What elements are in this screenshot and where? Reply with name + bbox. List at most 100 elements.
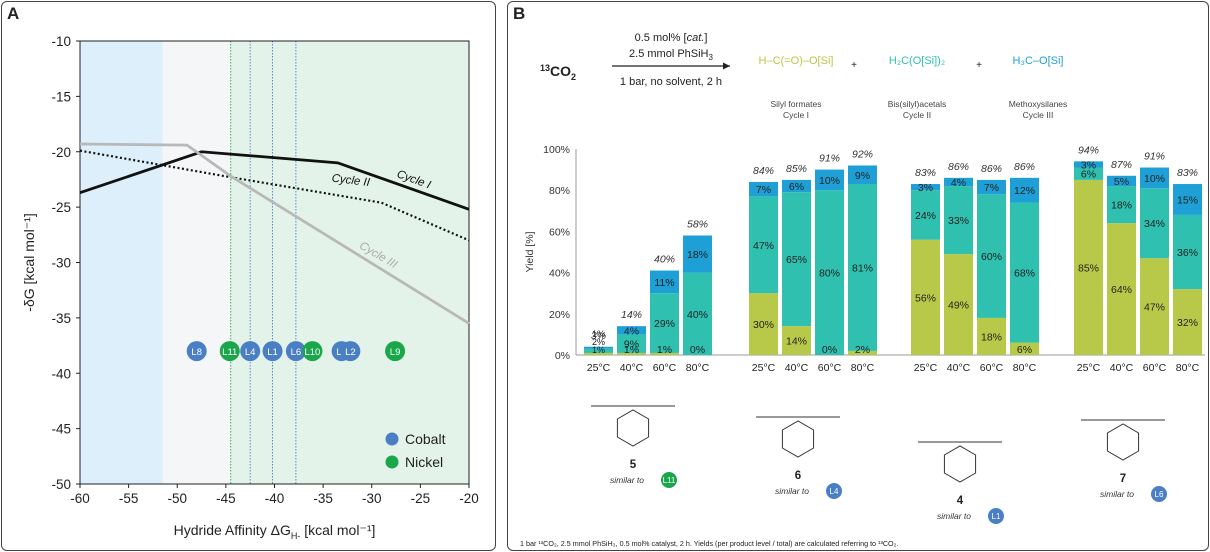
legend-marker-nickel [385,455,399,469]
bar-methoxy [911,184,940,191]
bar-formate [1074,179,1103,355]
y-axis-label: -δG [kcal mol⁻¹] [21,213,37,311]
bar-formate [584,352,613,355]
bar-acetal [1173,214,1202,290]
panel-a-label: A [7,4,20,23]
bar-formate [911,239,940,355]
bar-label-formate: 30% [753,319,774,331]
y-tick-label: -25 [51,200,71,215]
bar-total-label: 86% [981,163,1002,175]
bar-acetal [1074,167,1103,180]
bar-label-formate: 2% [855,344,870,356]
bar-label-acetal: 6% [1081,169,1096,181]
bar-label-formate: 6% [1017,344,1032,356]
bar-label-methoxy: 11% [654,277,674,289]
bar-total-label: 87% [1111,159,1132,171]
ligand-point-label: L10 [304,347,320,358]
y-axis-label: Yield [%] [524,231,536,272]
x-tick-label: -45 [216,491,236,506]
bar-acetal [1140,188,1169,259]
ligand-point [186,341,207,362]
bar-acetal [1107,186,1136,224]
bar-label-acetal: 34% [1144,218,1165,230]
bar-label-formate: 56% [915,292,936,304]
panel-b-chart: 13CO2 0.5 mol% [cat.] 2.5 mmol PhSiH3 1 bar… [524,32,1205,524]
product-cycle: Cycle III [1023,110,1054,120]
bar-acetal [617,334,646,353]
bar-label-methoxy: 3% [1081,159,1096,171]
x-tick-label: 25°C [587,362,611,374]
background-region-1 [162,41,231,484]
x-tick-label: 80°C [1013,362,1037,374]
plus-sign: + [976,60,982,71]
x-tick-label: 80°C [686,362,710,374]
bar-acetal [848,184,877,351]
y-tick-label: 40% [549,268,570,280]
ligand-point [240,341,261,362]
bar-total-label: 92% [852,148,873,160]
ligand-point-label: L11 [222,347,237,358]
x-tick-label: -20 [459,491,479,506]
bar-label-formate: 1% [624,344,639,356]
x-tick-label: 60°C [1143,362,1167,374]
x-tick-label: 40°C [947,362,971,374]
bar-label-methoxy: 4% [624,325,639,337]
reaction-arrowhead [723,62,730,70]
background-region-0 [80,41,163,484]
y-tick-label: -30 [51,256,71,271]
catalyst-structure-5 [591,405,675,447]
legend-marker-cobalt [385,432,399,446]
bar-label-methoxy: 7% [756,184,771,196]
bar-label-formate: 0% [822,344,837,356]
bar-label-acetal: 80% [819,268,840,280]
bar-label-acetal: 47% [753,240,774,252]
bar-label-methoxy: 1% [592,329,605,339]
x-axis-label: Hydride Affinity ΔGH- [kcal mol⁻¹] [174,522,376,541]
catalyst-similar-label: similar to [610,475,644,485]
reactant-co2: 13CO2 [540,63,576,82]
bar-acetal [977,194,1006,318]
bar-label-acetal: 60% [981,251,1002,263]
bar-formate [749,293,778,355]
y-tick-label: -45 [51,422,71,437]
plus-sign: + [851,60,857,71]
y-tick-label: 60% [549,226,570,238]
ligand-badge-label: L6 [1155,490,1164,499]
bar-label-methoxy: 12% [1014,185,1035,197]
bar-methoxy [683,235,712,273]
bar-label-acetal: 36% [1177,247,1198,259]
x-tick-label: -25 [411,491,431,506]
bar-acetal [650,293,679,353]
x-tick-label: -40 [265,491,285,506]
product-cycle: Cycle I [783,110,809,120]
bar-total-label: 83% [1177,167,1198,179]
bar-acetal [944,186,973,255]
product-structure-2: H₃C–O[Si] [1013,55,1064,67]
ligand-point-label: L9 [390,347,401,358]
y-tick-label: -50 [51,477,71,492]
bar-label-formate: 0% [690,344,705,356]
series-label: Cycle II [331,173,371,190]
ligand-point [302,341,323,362]
x-tick-label: 25°C [1077,362,1101,374]
bar-formate [977,317,1006,355]
ligand-badge-label: L1 [992,512,1001,521]
bar-total-label: 3% [591,330,606,342]
ligand-badge-l11 [661,472,677,488]
product-cycle: Cycle II [903,110,931,120]
bar-label-formate: 47% [1144,302,1165,314]
x-tick-label: 25°C [914,362,938,374]
x-tick-label: 60°C [818,362,842,374]
x-tick-label: 40°C [620,362,644,374]
ligand-point [340,341,361,362]
bar-label-methoxy: 15% [1177,194,1198,206]
bar-formate [1140,258,1169,355]
bar-total-label: 14% [621,309,642,321]
bar-label-methoxy: 5% [1114,176,1129,188]
bar-label-formate: 32% [1177,317,1198,329]
conditions-pressure: 1 bar, no solvent, 2 h [620,76,722,88]
y-tick-label: -35 [51,311,71,326]
panel-a-chart: -60 -55 -50 -45 -40 -35 -30 -25 -20-10-15-20-25-… [21,34,479,541]
bar-label-formate: 14% [786,336,807,348]
x-tick-label: 60°C [653,362,677,374]
